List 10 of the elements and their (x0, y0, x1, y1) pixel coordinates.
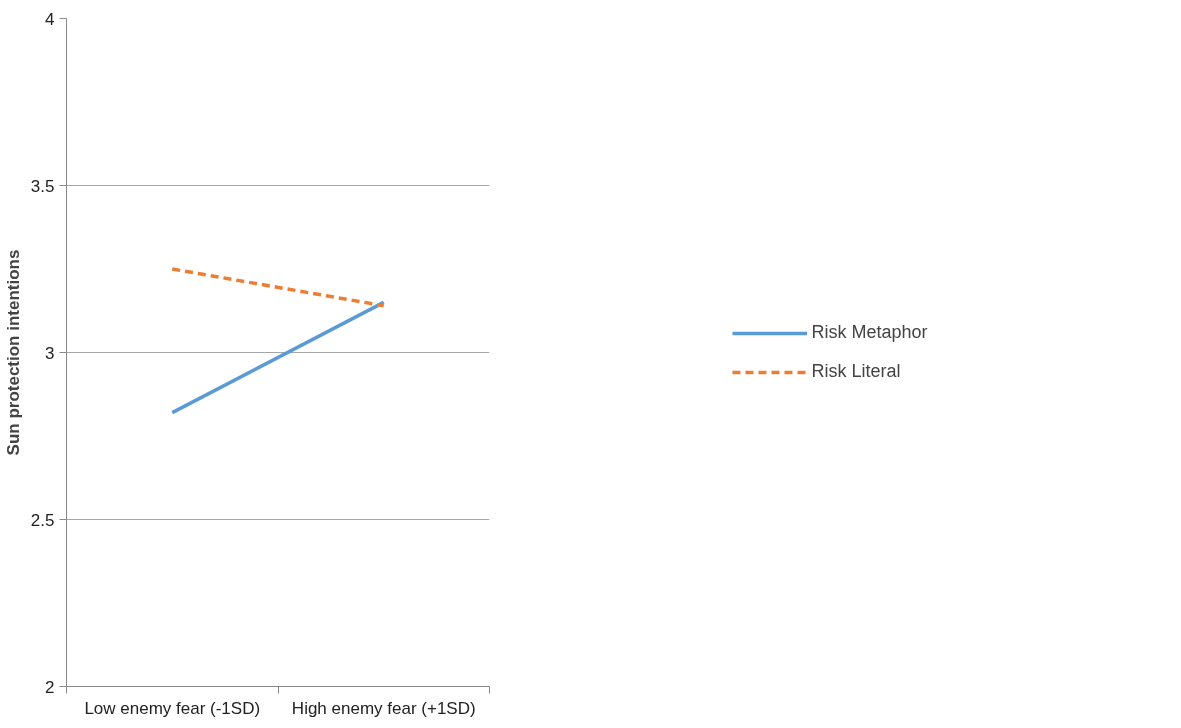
legend-label: Risk Metaphor (811, 322, 928, 343)
y-tick-label: 2 (45, 677, 55, 697)
y-tick-label: 3.5 (30, 176, 55, 196)
y-tick-label: 2.5 (30, 510, 55, 530)
y-tick-label: 4 (45, 9, 55, 29)
legend-label: Risk Literal (811, 361, 901, 382)
x-tick-label: Low enemy fear (-1SD) (84, 698, 261, 718)
y-axis-title: Sun protection intentions (3, 249, 23, 456)
x-tick-label: High enemy fear (+1SD) (291, 698, 476, 718)
y-tick-label: 3 (45, 343, 55, 363)
